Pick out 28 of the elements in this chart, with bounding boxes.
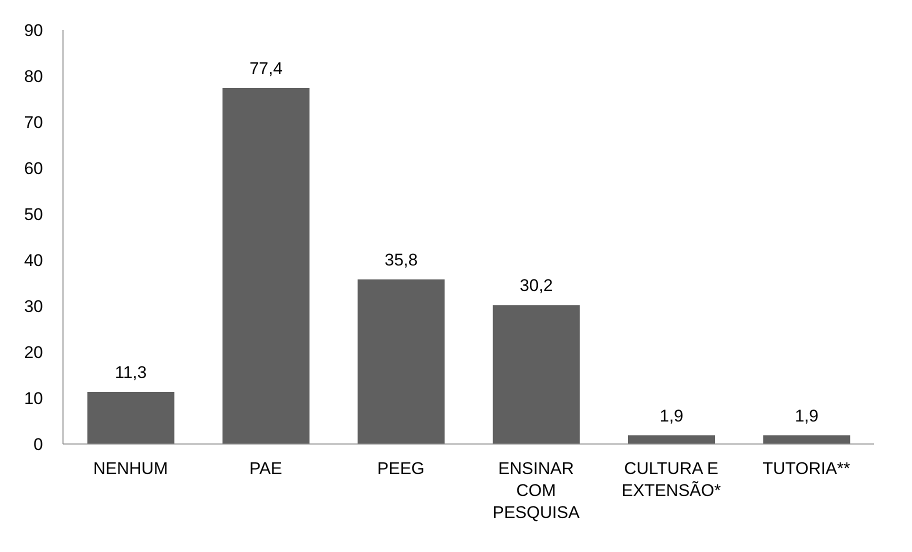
y-tick-label: 10 <box>24 389 43 408</box>
x-tick-label: PEEG <box>377 459 425 478</box>
x-tick-label: NENHUM <box>93 459 168 478</box>
y-tick-label: 60 <box>24 159 43 178</box>
x-tick-label: PAE <box>249 459 282 478</box>
y-tick-label: 20 <box>24 343 43 362</box>
data-label: 11,3 <box>114 363 147 382</box>
y-tick-label: 40 <box>24 251 43 270</box>
bar <box>763 435 850 444</box>
x-tick-label: ENSINAR COM PESQUISA <box>492 459 580 522</box>
y-tick-label: 50 <box>24 205 43 224</box>
x-tick-label: CULTURA E EXTENSÃO* <box>622 459 722 500</box>
x-tick-label: TUTORIA** <box>762 459 851 478</box>
data-label: 77,4 <box>249 58 283 78</box>
bar <box>358 279 445 444</box>
bar <box>628 435 715 444</box>
data-label: 35,8 <box>384 250 418 270</box>
y-tick-label: 80 <box>24 67 43 86</box>
data-label: 1,9 <box>794 406 818 426</box>
y-tick-label: 90 <box>24 21 43 40</box>
bar <box>222 88 310 444</box>
data-label: 1,9 <box>660 406 684 426</box>
bar <box>492 305 580 444</box>
y-tick-label: 30 <box>24 297 43 316</box>
data-label: 30,2 <box>520 276 553 296</box>
bar <box>87 392 174 444</box>
y-tick-label: 70 <box>24 113 43 132</box>
y-tick-label: 0 <box>34 435 43 454</box>
